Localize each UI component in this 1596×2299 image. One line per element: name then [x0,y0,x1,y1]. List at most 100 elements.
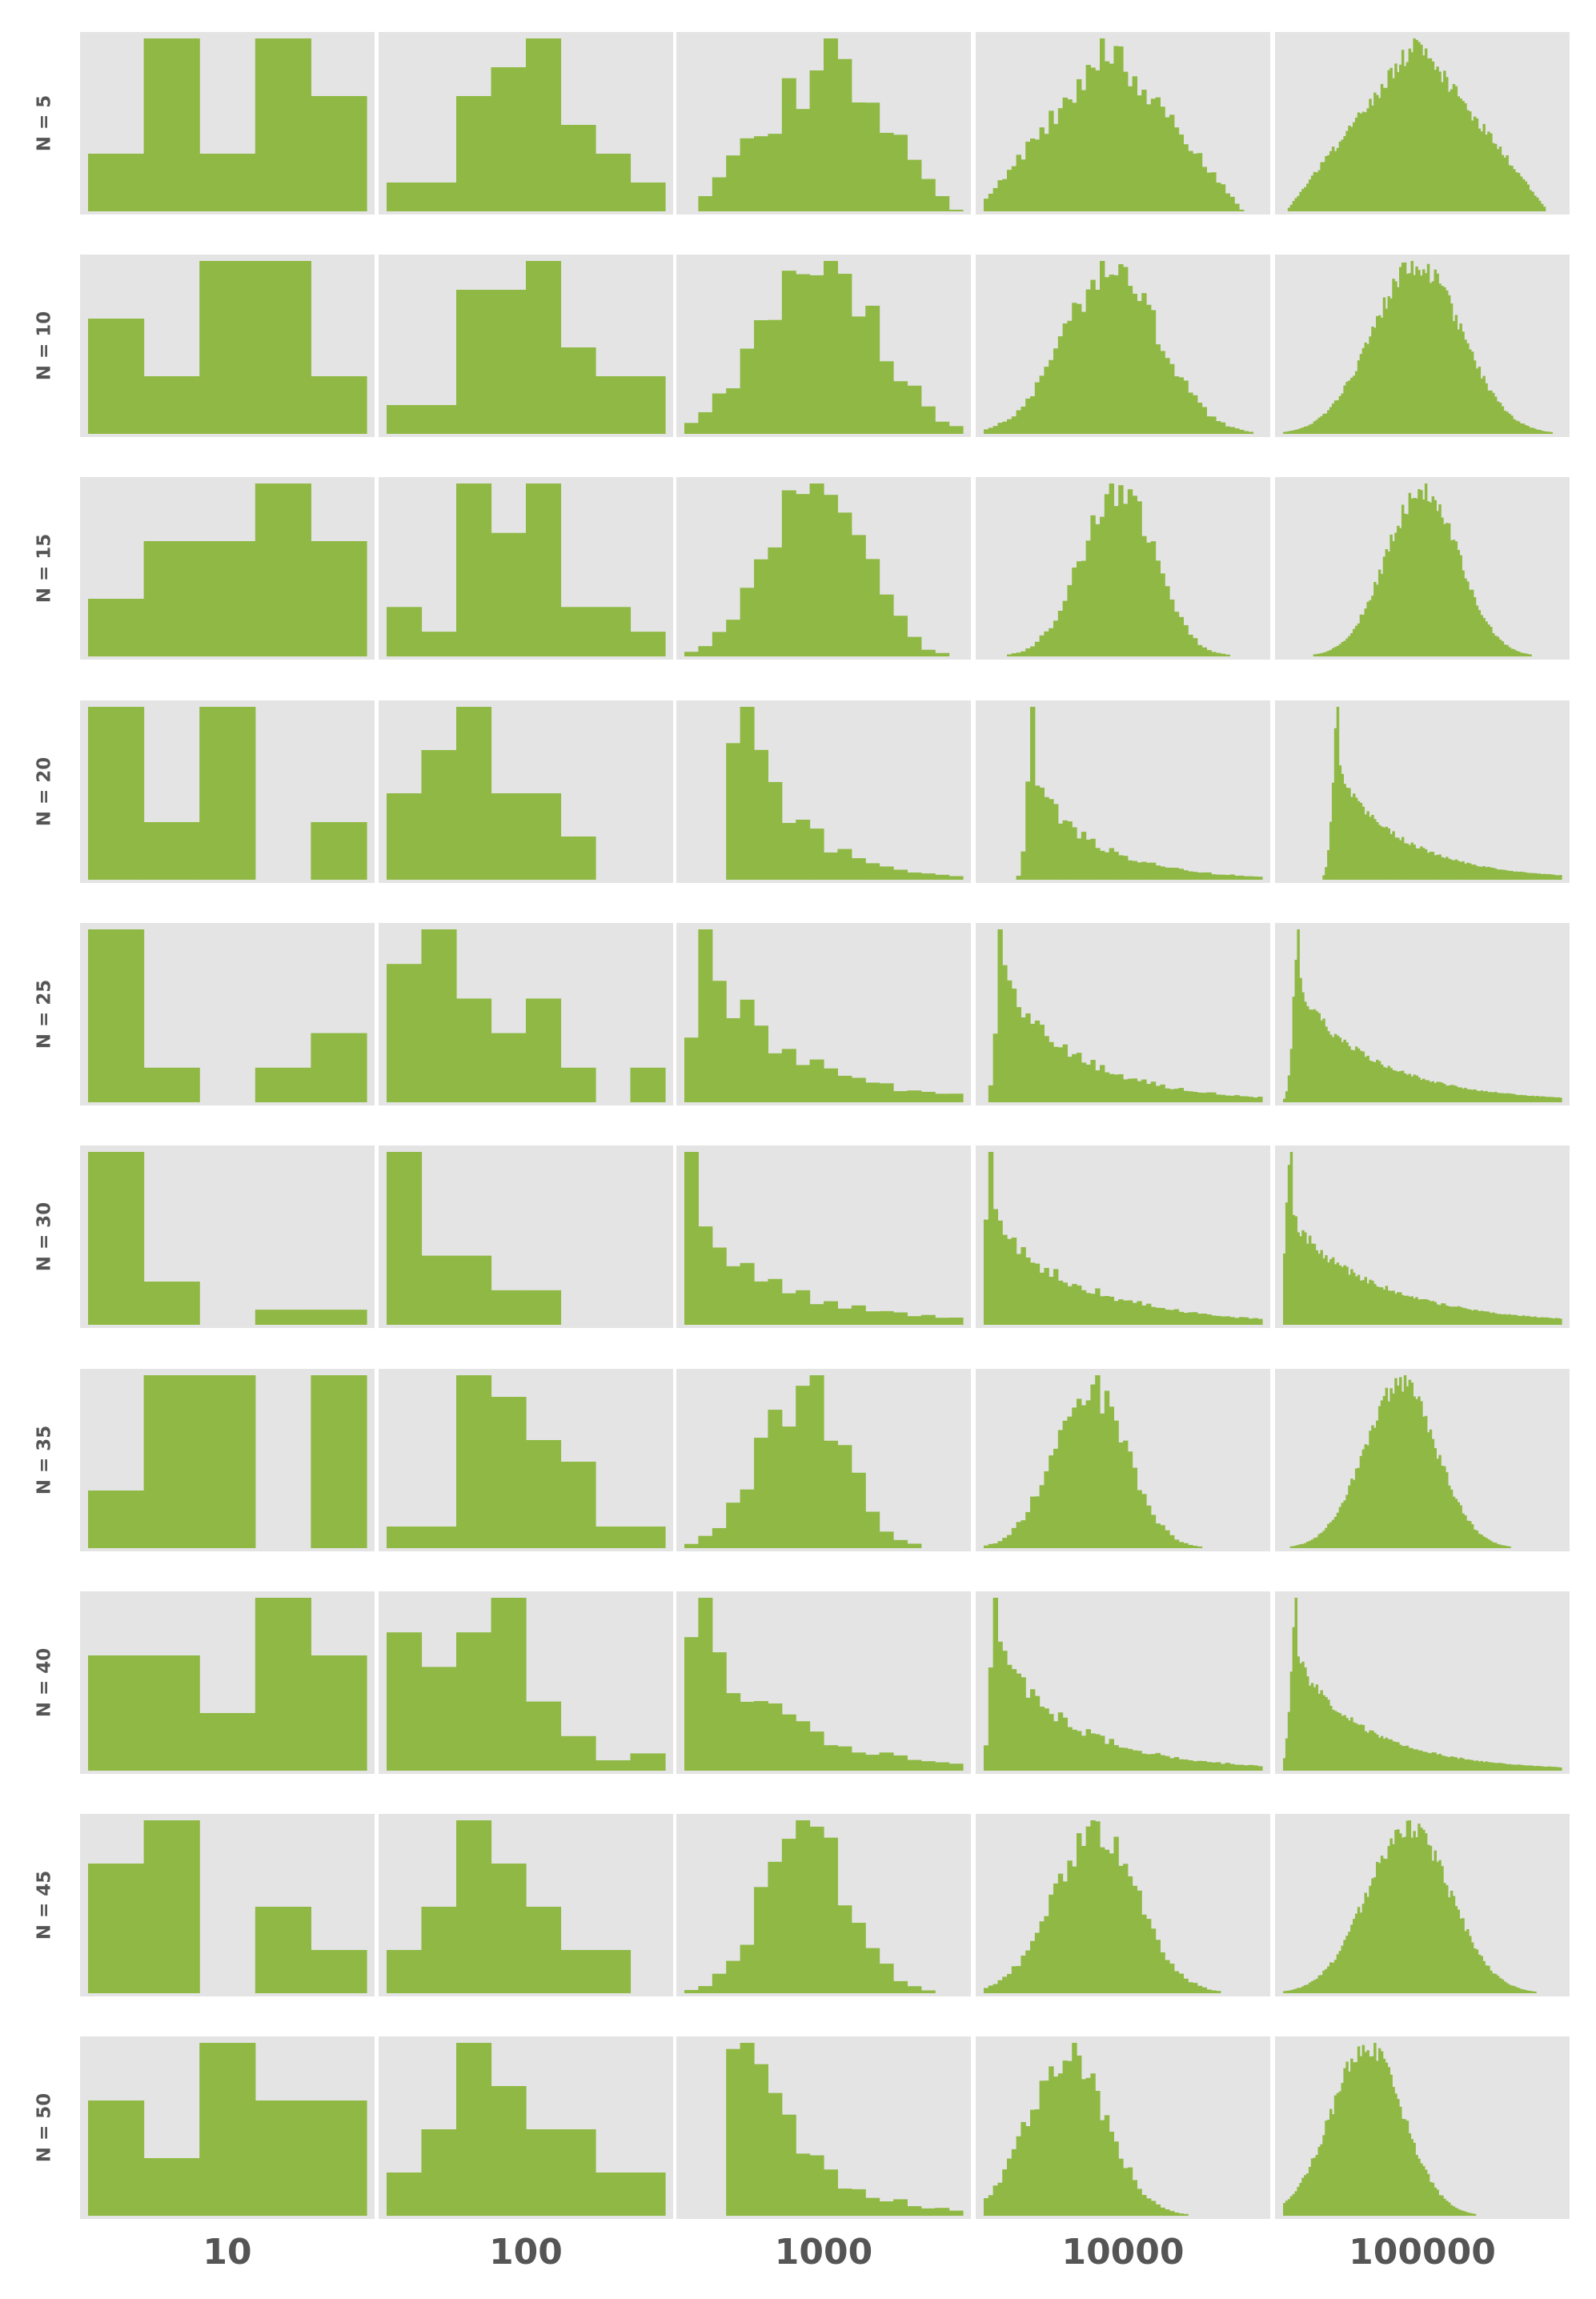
histogram-bar [1016,410,1021,434]
histogram-bar [1123,856,1129,880]
histogram-bar [1304,1001,1307,1102]
histogram-bar [88,707,145,880]
histogram-bar [1436,66,1439,211]
histogram-bar [1320,162,1323,211]
histogram-bar [1100,261,1105,434]
histogram-bar [1403,66,1407,211]
histogram-bar [1487,866,1490,880]
histogram-bar [1373,1061,1377,1102]
histogram-bar [1146,304,1152,434]
histogram-bar [1420,1750,1423,1771]
histogram-bar [1494,636,1498,656]
histogram-bar [1095,1734,1101,1771]
histogram-bar [255,261,311,434]
histogram-bar [1403,843,1407,880]
histogram-bar [1529,427,1532,434]
histogram-bar [1469,349,1472,434]
histogram-bar [88,1864,145,1993]
histogram-bar [1062,97,1068,212]
histogram-bar [1457,1759,1460,1771]
histogram-bar [1410,1382,1414,1548]
histogram-bar [88,1655,145,1771]
histogram-bar [1397,287,1400,434]
histogram-bar [526,1907,562,1993]
histogram-bar [1297,2186,1300,2216]
histogram-bar [560,1950,596,1993]
histogram-bar [1550,431,1553,434]
histogram-bar [1389,298,1393,434]
histogram-bar [1325,1255,1328,1325]
histogram-bar [1211,874,1217,880]
histogram-bar [1322,413,1325,434]
histogram-bar [920,649,936,656]
histogram-bar [1285,1738,1289,1771]
histogram-bar [1387,1739,1390,1771]
histogram-bar [907,1090,922,1102]
histogram-bar [1450,1755,1454,1771]
histogram-bar [809,829,824,880]
histogram-bar [1485,1090,1488,1102]
histogram-bar [1361,1724,1365,1771]
histogram-bar [1536,1096,1539,1102]
histogram-bar [1085,1826,1091,1993]
histogram-bar [1361,614,1365,656]
histogram-bar [1438,283,1442,434]
histogram-bar [1193,1091,1198,1102]
histogram-bar [1310,2158,1314,2216]
histogram-bar [1534,428,1537,434]
histogram-bar [1466,1520,1470,1548]
histogram-bar [1422,1298,1426,1325]
histogram-bar [1118,46,1124,212]
histogram-bar [837,1445,852,1548]
histogram-bar [984,1545,989,1548]
histogram-bar [1081,1290,1087,1325]
histogram-bar [1287,431,1291,434]
histogram-bar [1113,46,1119,212]
histogram-bar [1492,1973,1495,1993]
histogram-bar [1072,1866,1077,1993]
histogram-bar [1359,1050,1363,1102]
histogram-bar [1034,1695,1041,1771]
histogram-bar [837,1746,852,1771]
histogram-bar [1248,876,1253,880]
histogram-bar [1039,1025,1045,1102]
row-label: N = 30 [34,1202,55,1272]
histogram-bar [1470,1310,1474,1325]
histogram-bar [1376,1734,1379,1771]
histogram-bar [1109,848,1114,880]
histogram-bar [1338,1265,1342,1325]
histogram-bar [1487,390,1490,434]
histogram-bar [1095,1070,1101,1102]
histogram-bar [1482,1960,1486,1993]
histogram-bar [1364,1057,1367,1102]
histogram-bar [1524,872,1528,880]
histogram-bar [1183,1313,1189,1325]
histogram-bar [491,532,527,656]
histogram-bar [1304,2175,1307,2216]
histogram-bar [1257,877,1263,880]
histogram-bar [1002,2169,1008,2216]
histogram-bar [1007,980,1013,1102]
histogram-bar [809,483,824,656]
histogram-bar [1141,861,1147,880]
histogram-bar [768,1703,783,1771]
histogram-bar [1517,1315,1521,1325]
histogram-bar [1104,277,1110,434]
histogram-bar [1436,1304,1439,1325]
histogram-bar [1085,1064,1091,1102]
histogram-bar [199,541,256,656]
histogram-bar [1100,1065,1105,1102]
histogram-bar [1021,651,1026,656]
histogram-bar [1197,1092,1203,1102]
histogram-bar [1141,1753,1147,1771]
histogram-bar [1454,1085,1458,1102]
histogram-bar [1090,67,1096,211]
histogram-bar [920,1761,936,1771]
histogram-bar [1503,157,1506,211]
histogram-bar [781,1714,796,1771]
histogram-bar [1418,270,1421,434]
histogram-bar [1310,1009,1314,1102]
histogram-bar [726,1017,741,1102]
histogram-bar [491,1290,527,1325]
